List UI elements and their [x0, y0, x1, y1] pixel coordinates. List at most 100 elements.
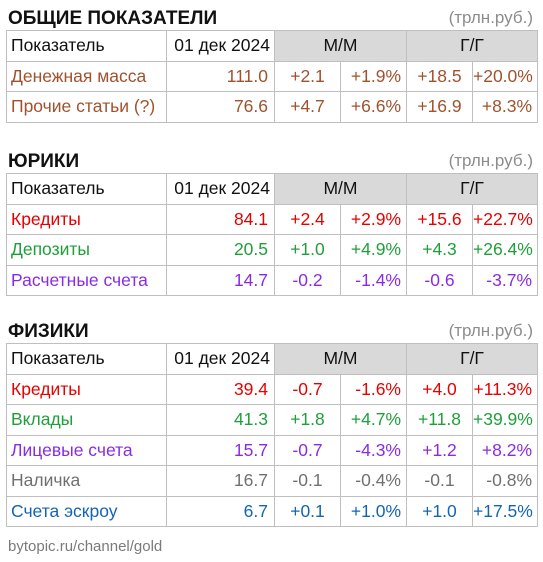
yy-abs-change: +11.8 [406, 404, 473, 436]
section-header: ОБЩИЕ ПОКАЗАТЕЛИ (трлн.руб.) [6, 4, 537, 30]
section-unit: (трлн.руб.) [448, 151, 533, 170]
indicator-name: Прочие статьи (?) [6, 91, 167, 123]
indicator-value: 76.6 [166, 91, 275, 123]
section-legal-entities: ЮРИКИ (трлн.руб.) Показатель 01 дек 2024 М… [6, 147, 539, 296]
yy-pct-change: -3.7% [471, 264, 539, 296]
mm-pct-change: +4.7% [340, 404, 407, 436]
indicator-value: 20.5 [166, 234, 275, 266]
header-date: 01 дек 2024 [166, 343, 275, 375]
mm-abs-change: -0.7 [274, 373, 341, 405]
section-unit: (трлн.руб.) [448, 321, 533, 340]
mm-abs-change: +0.1 [274, 495, 341, 527]
indicator-value: 84.1 [166, 203, 275, 235]
indicator-value: 41.3 [166, 404, 275, 436]
section-header: ФИЗИКИ (трлн.руб.) [6, 317, 537, 343]
yy-pct-change: -0.8% [471, 465, 539, 497]
indicator-name: Лицевые счета [6, 434, 167, 466]
footer-source-link[interactable]: bytopic.ru/channel/gold [8, 538, 163, 555]
mm-pct-change: -4.3% [340, 434, 407, 466]
mm-abs-change: +1.0 [274, 234, 341, 266]
yy-abs-change: +4.0 [406, 373, 473, 405]
header-mm: М/М [274, 30, 407, 62]
indicator-value: 16.7 [166, 465, 275, 497]
section-title: ЮРИКИ [8, 151, 80, 172]
table-row: Наличка 16.7 -0.1 -0.4% -0.1 -0.8% [6, 465, 539, 497]
yy-abs-change: -0.6 [406, 264, 473, 296]
mm-pct-change: +1.0% [340, 495, 407, 527]
table-header-row: Показатель 01 дек 2024 М/М Г/Г [6, 30, 539, 62]
section-general: ОБЩИЕ ПОКАЗАТЕЛИ (трлн.руб.) Показатель 0… [6, 4, 539, 123]
mm-abs-change: -0.1 [274, 465, 341, 497]
indicator-value: 111.0 [166, 60, 275, 92]
mm-abs-change: +1.8 [274, 404, 341, 436]
header-indicator: Показатель [6, 30, 167, 62]
indicator-name: Кредиты [6, 203, 167, 235]
yy-abs-change: +1.2 [406, 434, 473, 466]
mm-pct-change: +6.6% [340, 91, 407, 123]
table-header-row: Показатель 01 дек 2024 М/М Г/Г [6, 173, 539, 205]
table-row: Лицевые счета 15.7 -0.7 -4.3% +1.2 +8.2% [6, 434, 539, 466]
table-individuals: Показатель 01 дек 2024 М/М Г/Г Кредиты 39.4 -0… [6, 343, 539, 527]
header-indicator: Показатель [6, 173, 167, 205]
mm-pct-change: +2.9% [340, 203, 407, 235]
yy-pct-change: +11.3% [471, 373, 539, 405]
indicator-name: Кредиты [6, 373, 167, 405]
header-yy: Г/Г [405, 30, 539, 62]
yy-pct-change: +8.2% [471, 434, 539, 466]
table-row: Кредиты 84.1 +2.4 +2.9% +15.6 +22.7% [6, 203, 539, 235]
header-yy: Г/Г [405, 343, 539, 375]
mm-pct-change: -1.6% [340, 373, 407, 405]
mm-abs-change: -0.7 [274, 434, 341, 466]
mm-abs-change: +2.4 [274, 203, 341, 235]
indicator-name: Счета эскроу [6, 495, 167, 527]
table-row: Денежная масса 111.0 +2.1 +1.9% +18.5 +20.0% [6, 60, 539, 92]
header-mm: М/М [274, 343, 407, 375]
yy-abs-change: +1.0 [406, 495, 473, 527]
yy-pct-change: +20.0% [471, 60, 539, 92]
mm-abs-change: -0.2 [274, 264, 341, 296]
indicator-value: 15.7 [166, 434, 275, 466]
yy-pct-change: +22.7% [471, 203, 539, 235]
section-unit: (трлн.руб.) [448, 8, 533, 27]
mm-pct-change: +1.9% [340, 60, 407, 92]
yy-abs-change: +4.3 [406, 234, 473, 266]
indicator-value: 39.4 [166, 373, 275, 405]
header-yy: Г/Г [405, 173, 539, 205]
mm-pct-change: +4.9% [340, 234, 407, 266]
section-title: ОБЩИЕ ПОКАЗАТЕЛИ [8, 8, 218, 29]
indicator-name: Депозиты [6, 234, 167, 266]
table-row: Расчетные счета 14.7 -0.2 -1.4% -0.6 -3.7% [6, 264, 539, 296]
yy-abs-change: +18.5 [406, 60, 473, 92]
section-header: ЮРИКИ (трлн.руб.) [6, 147, 537, 173]
indicator-name: Расчетные счета [6, 264, 167, 296]
mm-abs-change: +2.1 [274, 60, 341, 92]
table-row: Счета эскроу 6.7 +0.1 +1.0% +1.0 +17.5% [6, 495, 539, 527]
header-indicator: Показатель [6, 343, 167, 375]
indicator-name: Денежная масса [6, 60, 167, 92]
header-date: 01 дек 2024 [166, 173, 275, 205]
section-title: ФИЗИКИ [8, 321, 89, 342]
table-general: Показатель 01 дек 2024 М/М Г/Г Денежная масс… [6, 30, 539, 123]
yy-pct-change: +26.4% [471, 234, 539, 266]
table-row: Депозиты 20.5 +1.0 +4.9% +4.3 +26.4% [6, 234, 539, 266]
table-legal-entities: Показатель 01 дек 2024 М/М Г/Г Кредиты 84.1 +2… [6, 173, 539, 296]
indicator-value: 6.7 [166, 495, 275, 527]
table-row: Прочие статьи (?) 76.6 +4.7 +6.6% +16.9 +8.3% [6, 91, 539, 123]
yy-abs-change: +15.6 [406, 203, 473, 235]
mm-pct-change: -0.4% [340, 465, 407, 497]
mm-pct-change: -1.4% [340, 264, 407, 296]
table-row: Кредиты 39.4 -0.7 -1.6% +4.0 +11.3% [6, 373, 539, 405]
header-mm: М/М [274, 173, 407, 205]
yy-pct-change: +17.5% [471, 495, 539, 527]
section-individuals: ФИЗИКИ (трлн.руб.) Показатель 01 дек 2024… [6, 317, 539, 527]
yy-abs-change: -0.1 [406, 465, 473, 497]
indicator-name: Вклады [6, 404, 167, 436]
table-header-row: Показатель 01 дек 2024 М/М Г/Г [6, 343, 539, 375]
mm-abs-change: +4.7 [274, 91, 341, 123]
header-date: 01 дек 2024 [166, 30, 275, 62]
table-row: Вклады 41.3 +1.8 +4.7% +11.8 +39.9% [6, 404, 539, 436]
yy-pct-change: +8.3% [471, 91, 539, 123]
yy-pct-change: +39.9% [471, 404, 539, 436]
yy-abs-change: +16.9 [406, 91, 473, 123]
indicator-name: Наличка [6, 465, 167, 497]
